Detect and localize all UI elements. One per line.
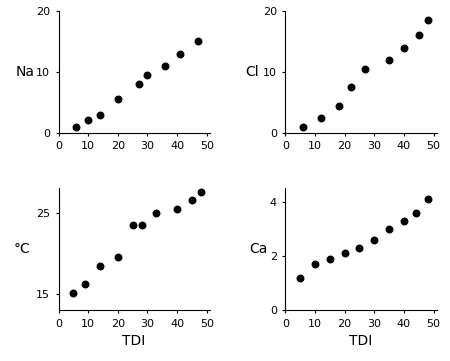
Point (135, 81, 142, 87)
Point (81, 282, 89, 287)
Point (73, 124, 80, 130)
Point (153, 210, 160, 216)
Point (162, 63, 169, 69)
Point (362, 66, 369, 72)
Point (317, 115, 324, 121)
Point (341, 251, 348, 256)
Point (176, 51, 184, 57)
Point (356, 245, 363, 251)
Point (347, 84, 354, 90)
X-axis label: TDI: TDI (122, 334, 146, 348)
Point (144, 72, 151, 78)
Point (371, 237, 378, 243)
Point (194, 39, 202, 44)
Point (297, 275, 304, 281)
Point (386, 57, 393, 63)
Point (188, 197, 195, 203)
Point (335, 103, 342, 109)
Point (197, 190, 204, 195)
Point (326, 256, 333, 262)
Point (424, 17, 431, 23)
Y-axis label: °C: °C (14, 242, 31, 256)
Point (400, 218, 408, 224)
Point (138, 222, 145, 228)
X-axis label: TDI: TDI (349, 334, 373, 348)
Point (424, 196, 431, 202)
Point (70, 290, 77, 295)
Point (96, 112, 104, 118)
Y-axis label: Ca: Ca (250, 242, 268, 256)
Point (174, 206, 181, 212)
Point (311, 261, 319, 267)
Point (300, 124, 307, 130)
Point (386, 226, 393, 232)
Point (114, 97, 122, 103)
Point (129, 222, 136, 228)
Point (114, 255, 122, 260)
Point (412, 210, 419, 216)
Point (96, 263, 104, 269)
Y-axis label: Cl: Cl (245, 65, 259, 79)
Point (400, 45, 408, 51)
Point (415, 32, 422, 38)
Point (85, 117, 92, 123)
Y-axis label: Na: Na (15, 65, 35, 79)
